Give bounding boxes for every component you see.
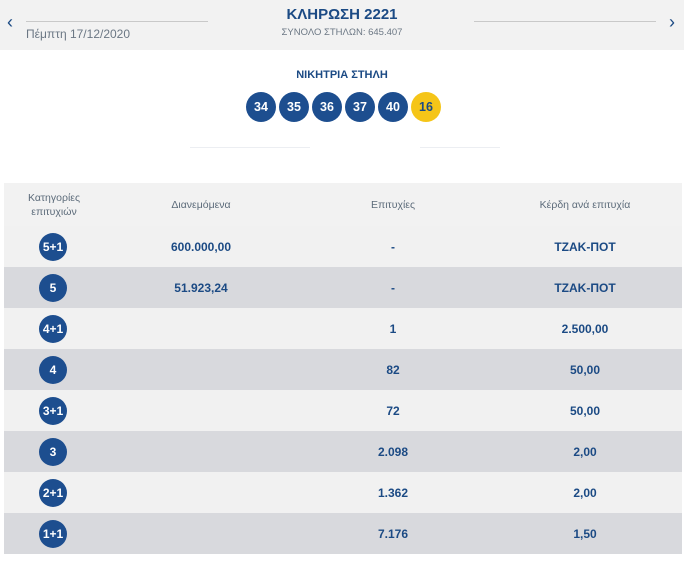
draw-date: Πέμπτη 17/12/2020 — [26, 27, 131, 41]
category-badge: 2+1 — [39, 478, 67, 507]
category-badge: 1+1 — [39, 519, 67, 548]
category-badge: 5 — [39, 273, 67, 302]
winning-number-ball: 40 — [378, 92, 408, 122]
table-row: 4+1 1 2.500,00 — [4, 308, 682, 349]
table-row: 3+1 72 50,00 — [4, 390, 682, 431]
category-badge: 3 — [39, 437, 67, 466]
category-cell: 5 — [4, 273, 104, 302]
header-category-line2: επιτυχιών — [31, 205, 77, 218]
bonus-number-ball: 16 — [411, 92, 441, 122]
table-row: 5+1 600.000,00 - ΤΖΑΚ-ΠΟΤ — [4, 226, 682, 267]
table-row: 2+1 1.362 2,00 — [4, 472, 682, 513]
category-badge: 4 — [39, 355, 67, 384]
prize-cell: 2,00 — [573, 485, 597, 500]
successes-cell: 72 — [386, 403, 400, 418]
category-cell: 2+1 — [4, 478, 104, 507]
distributed-cell: 51.923,24 — [174, 280, 228, 295]
header-divider-left — [26, 21, 208, 22]
winning-numbers: 34 35 36 37 40 16 — [246, 92, 441, 122]
winning-number-ball: 37 — [345, 92, 375, 122]
table-row: 5 51.923,24 - ΤΖΑΚ-ΠΟΤ — [4, 267, 682, 308]
header-successes: Επιτυχίες — [370, 198, 416, 211]
prize-cell: 1,50 — [573, 526, 597, 541]
prize-cell: ΤΖΑΚ-ΠΟΤ — [554, 239, 616, 254]
successes-cell: 82 — [386, 362, 400, 377]
successes-cell: 1 — [389, 321, 397, 336]
successes-cell: - — [391, 280, 395, 295]
winning-number-ball: 35 — [279, 92, 309, 122]
successes-cell: 2.098 — [377, 444, 409, 459]
distributed-cell: 600.000,00 — [170, 239, 232, 254]
header-prize: Κέρδη ανά επιτυχία — [539, 198, 631, 211]
successes-cell: - — [391, 239, 395, 254]
prize-cell: ΤΖΑΚ-ΠΟΤ — [554, 280, 616, 295]
category-cell: 3+1 — [4, 396, 104, 425]
header-divider-right — [474, 21, 656, 22]
category-badge: 4+1 — [39, 314, 67, 343]
category-cell: 1+1 — [4, 519, 104, 548]
draw-title: ΚΛΗΡΩΣΗ 2221 — [286, 6, 398, 23]
table-row: 1+1 7.176 1,50 — [4, 513, 682, 554]
header-category: Κατηγορίες επιτυχιών — [4, 191, 104, 219]
chevron-right-icon[interactable]: › — [669, 12, 675, 32]
category-badge: 3+1 — [39, 396, 67, 425]
category-cell: 4 — [4, 355, 104, 384]
prize-cell: 50,00 — [569, 362, 601, 377]
faint-divider — [190, 147, 310, 148]
draw-header: ‹ Πέμπτη 17/12/2020 ΚΛΗΡΩΣΗ 2221 ΣΥΝΟΛΟ … — [0, 0, 684, 50]
category-cell: 3 — [4, 437, 104, 466]
winning-number-ball: 34 — [246, 92, 276, 122]
table-row: 4 82 50,00 — [4, 349, 682, 390]
header-distributed: Διανεμόμενα — [171, 198, 231, 211]
total-columns: ΣΥΝΟΛΟ ΣΤΗΛΩΝ: 645.407 — [281, 27, 403, 38]
winning-number-ball: 36 — [312, 92, 342, 122]
prize-table: Κατηγορίες επιτυχιών Διανεμόμενα Επιτυχί… — [4, 183, 682, 554]
category-cell: 4+1 — [4, 314, 104, 343]
category-cell: 5+1 — [4, 232, 104, 261]
winning-column-title: ΝΙΚΗΤΡΙΑ ΣΤΗΛΗ — [296, 69, 388, 81]
prize-table-header: Κατηγορίες επιτυχιών Διανεμόμενα Επιτυχί… — [4, 183, 682, 226]
faint-divider — [420, 147, 500, 148]
successes-cell: 1.362 — [377, 485, 409, 500]
successes-cell: 7.176 — [377, 526, 409, 541]
prize-cell: 50,00 — [569, 403, 601, 418]
category-badge: 5+1 — [39, 232, 67, 261]
chevron-left-icon[interactable]: ‹ — [7, 12, 13, 32]
table-row: 3 2.098 2,00 — [4, 431, 682, 472]
prize-cell: 2,00 — [573, 444, 597, 459]
prize-cell: 2.500,00 — [561, 321, 609, 336]
header-category-line1: Κατηγορίες — [27, 191, 81, 204]
